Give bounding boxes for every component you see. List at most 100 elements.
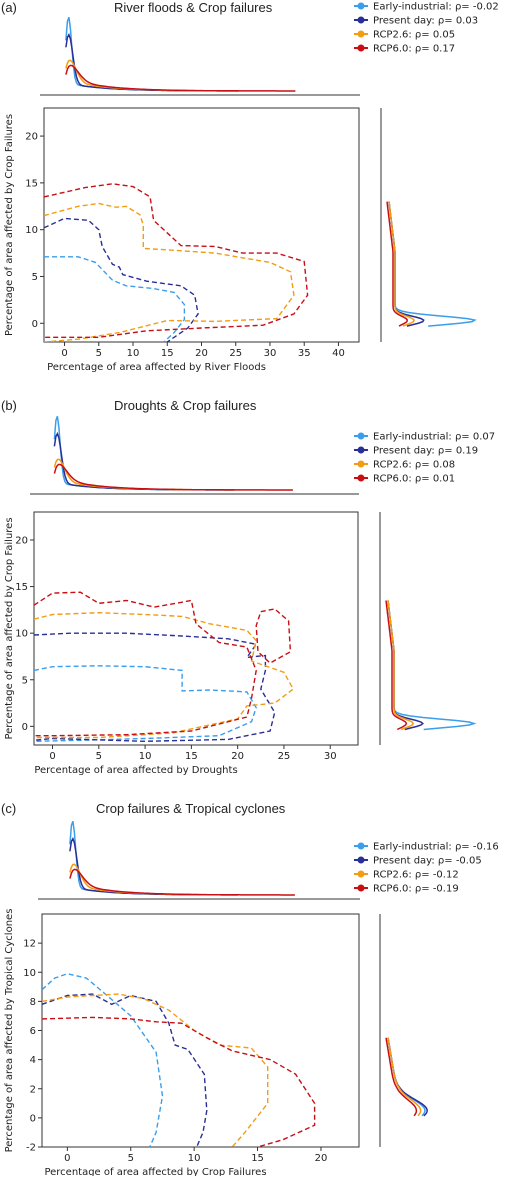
right-density-rcp60 [386,201,409,327]
right-density-early [387,1037,426,1117]
contour-rcp26 [42,993,269,1147]
legend-label-rcp60: RCP6.0: ρ= 0.01 [373,474,455,485]
y-tick-label: -2 [26,1143,36,1154]
legend-label-early: Early-industrial: ρ= -0.02 [373,2,499,13]
legend-marker-present [357,856,365,864]
x-tick-label: 15 [161,348,174,359]
panel-label: (a) [1,0,17,15]
y-tick-label: 5 [32,272,38,283]
legend-marker-present [357,16,365,24]
x-tick-label: 5 [128,1153,134,1164]
x-tick-label: 10 [127,348,140,359]
contours [44,183,309,342]
right-density-present [387,1037,428,1117]
panel-label: (b) [1,398,17,413]
y-tick-label: 12 [23,939,36,950]
contour-present [44,217,199,342]
legend-label-rcp26: RCP2.6: ρ= 0.05 [373,30,455,41]
y-tick-label: 10 [25,225,38,236]
main-axes-frame [43,107,360,343]
contour-rcp60 [255,608,292,664]
x-tick-label: 25 [278,751,291,762]
y-tick-label: 0 [22,722,28,733]
legend-label-present: Present day: ρ= 0.03 [373,16,478,27]
contour-early [34,665,257,742]
legend-marker-rcp60 [357,44,365,52]
x-tick-label: 20 [315,1153,328,1164]
y-tick-label: 4 [30,1055,36,1066]
x-tick-label: 0 [61,348,67,359]
right-density-present [388,201,425,327]
panel-title: River floods & Crop failures [114,0,273,15]
y-axis-label: Percentage of area affected by Crop Fail… [4,517,15,739]
right-density-rcp60 [385,600,408,731]
contour-early [42,972,164,1147]
contour-present [42,993,208,1147]
contour-rcp26 [34,611,295,739]
right-density-early [387,600,477,731]
legend-marker-rcp26 [357,460,365,468]
legend-marker-early [357,432,365,440]
x-tick-label: 35 [298,348,311,359]
contour-present [34,632,276,743]
y-axis-label: Percentage of area affected by Tropical … [4,909,15,1153]
y-tick-label: 20 [25,132,38,143]
legend-marker-rcp26 [357,30,365,38]
x-tick-label: 10 [188,1153,201,1164]
y-tick-label: 6 [30,1026,36,1037]
x-tick-label: 15 [251,1153,264,1164]
x-tick-label: 25 [229,348,242,359]
y-tick-label: 0 [30,1113,36,1124]
right-density-rcp26 [387,600,415,731]
x-tick-label: 30 [264,348,277,359]
top-density-early [65,16,239,92]
y-tick-label: 5 [22,675,28,686]
main-axes-frame [41,913,360,1148]
contour-rcp60 [44,183,309,338]
legend-marker-early [357,842,365,850]
top-density-early [53,415,235,491]
right-density-rcp26 [387,1037,422,1117]
top-density-rcp60 [65,64,296,92]
panel-3: (c) Crop failures & Tropical cyclones Earl… [1,801,499,1178]
legend-marker-rcp60 [357,884,365,892]
x-tick-label: 30 [324,751,337,762]
legend-marker-rcp60 [357,474,365,482]
top-density-rcp26 [53,458,235,491]
top-density-early [69,820,238,896]
legend-marker-early [357,2,365,10]
legend-label-rcp26: RCP2.6: ρ= -0.12 [373,870,459,881]
panel-title: Droughts & Crop failures [114,398,257,413]
right-density-rcp26 [388,201,415,327]
x-tick-label: 0 [64,1153,70,1164]
legend-label-rcp26: RCP2.6: ρ= 0.08 [373,460,455,471]
top-density-present [65,32,239,92]
top-density-present [69,836,238,896]
contours [42,972,316,1147]
x-tick-label: 0 [49,751,55,762]
y-tick-label: 2 [30,1084,36,1095]
y-tick-label: 0 [32,319,38,330]
right-density-present [387,600,424,731]
right-density-early [388,201,477,327]
x-tick-label: 10 [139,751,152,762]
y-tick-label: 8 [30,997,36,1008]
x-axis-label: Percentage of area affected by Droughts [34,765,237,776]
contours [34,591,295,743]
legend-label-present: Present day: ρ= -0.05 [373,856,482,867]
panel-1: (a) River floods & Crop failures Early-ind… [1,0,499,373]
y-tick-label: 10 [15,629,28,640]
top-density-rcp60 [53,463,293,491]
y-axis-label: Percentage of area affected by Crop Fail… [4,114,15,336]
legend-label-early: Early-industrial: ρ= 0.07 [373,432,495,443]
legend-marker-present [357,446,365,454]
y-tick-label: 15 [25,178,38,189]
main-axes-frame [33,511,359,746]
panel-2: (b) Droughts & Crop failures Early-industr… [1,398,495,776]
x-tick-label: 15 [185,751,198,762]
x-axis-label: Percentage of area affected by River Flo… [47,362,266,373]
x-tick-label: 20 [231,751,244,762]
right-density-rcp60 [385,1037,418,1117]
